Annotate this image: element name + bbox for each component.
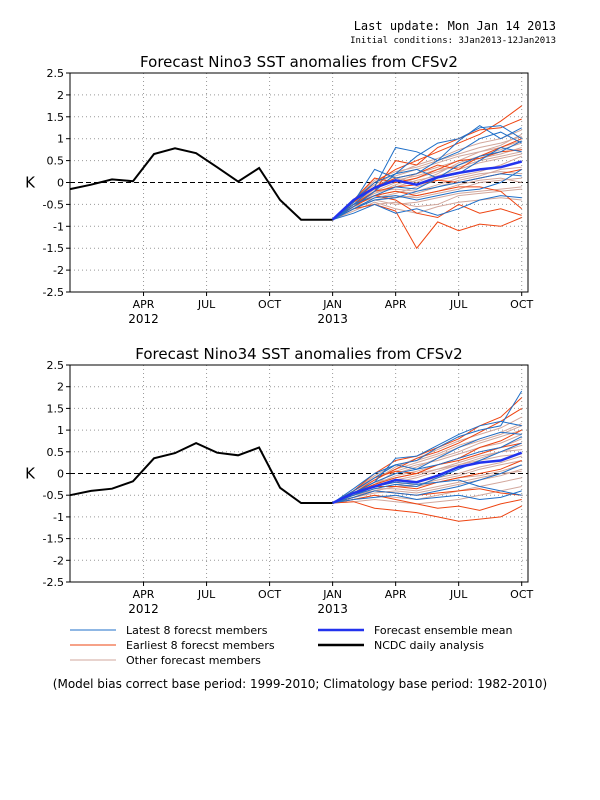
x-tick-label: APR	[133, 588, 155, 601]
y-tick-label: -2.5	[43, 576, 64, 589]
y-tick-label: 1	[57, 133, 64, 146]
x-tick-label: OCT	[510, 588, 533, 601]
y-tick-label: -2	[53, 264, 64, 277]
x-tick-label: OCT	[510, 298, 533, 311]
ensemble-mean-line	[331, 160, 523, 221]
legend-label: Earliest 8 forecst members	[126, 639, 275, 652]
y-tick-label: -0.5	[43, 198, 64, 211]
x-year-label: 2012	[128, 312, 159, 326]
latest-member-line	[332, 464, 522, 504]
last-update-text: Last update: Mon Jan 14 2013	[353, 19, 556, 33]
legend-label: Other forecast members	[126, 654, 261, 667]
legend-label: NCDC daily analysis	[374, 639, 484, 652]
earliest-member-line	[332, 195, 522, 221]
other-member-line	[332, 136, 522, 221]
chart-title: Forecast Nino34 SST anomalies from CFSv2	[135, 345, 462, 363]
y-tick-label: 2.5	[47, 67, 65, 80]
x-tick-label: JUL	[449, 298, 468, 311]
y-tick-label: -1	[53, 220, 64, 233]
earliest-member-line	[332, 494, 522, 511]
y-tick-label: -2	[53, 554, 64, 567]
y-tick-label: 0	[57, 177, 64, 190]
y-tick-label: -1.5	[43, 242, 64, 255]
y-tick-label: 0.5	[47, 446, 65, 459]
x-year-label: 2012	[128, 602, 159, 616]
ensemble-mean-line	[332, 451, 523, 505]
chart-panel-1: Forecast Nino3 SST anomalies from CFSv2 2…	[25, 53, 533, 326]
x-tick-label: OCT	[258, 298, 281, 311]
y-tick-label: 2	[57, 381, 64, 394]
other-member-line	[332, 486, 522, 505]
x-tick-label: OCT	[258, 588, 281, 601]
latest-member-line	[332, 436, 522, 504]
initial-condition-text: Initial conditions: 3Jan2013-12Jan2013	[350, 36, 556, 46]
observed-line	[69, 441, 333, 504]
y-tick-label: -1.5	[43, 533, 64, 546]
y-tick-label: 1.5	[47, 402, 65, 415]
y-tick-label: 0	[57, 468, 64, 481]
y-tick-label: 2.5	[47, 359, 65, 372]
latest-member-line	[332, 490, 522, 504]
legend-label: Latest 8 forecst members	[126, 624, 268, 637]
latest-member-line	[332, 195, 522, 221]
legend-label: Forecast ensemble mean	[374, 624, 513, 637]
x-tick-label: APR	[385, 588, 407, 601]
latest-member-line	[332, 168, 522, 221]
x-tick-label: JAN	[322, 588, 342, 601]
x-tick-label: JAN	[322, 298, 342, 311]
x-year-label: 2013	[317, 312, 348, 326]
legend: Latest 8 forecst members Earliest 8 forec…	[70, 624, 513, 667]
other-member-line	[332, 151, 522, 221]
y-tick-label: 2	[57, 89, 64, 102]
other-member-line	[332, 468, 522, 504]
y-tick-label: -0.5	[43, 489, 64, 502]
latest-member-line	[332, 146, 522, 221]
latest-member-line	[332, 131, 522, 221]
x-tick-label: JUL	[197, 298, 216, 311]
y-axis-label: K	[25, 174, 36, 192]
observed-line	[69, 147, 333, 221]
x-tick-label: APR	[133, 298, 155, 311]
x-year-label: 2013	[317, 602, 348, 616]
latest-member-line	[332, 140, 522, 221]
chart-panel-2: Forecast Nino34 SST anomalies from CFSv2…	[25, 345, 533, 616]
earliest-member-line	[332, 203, 522, 250]
x-tick-label: JUL	[197, 588, 216, 601]
footnote: (Model bias correct base period: 1999-20…	[52, 677, 548, 691]
y-tick-label: -1	[53, 511, 64, 524]
chart-title: Forecast Nino3 SST anomalies from CFSv2	[140, 53, 458, 71]
latest-member-line	[332, 442, 522, 504]
x-tick-label: APR	[385, 298, 407, 311]
latest-member-line	[332, 173, 522, 221]
latest-member-line	[332, 431, 522, 504]
earliest-member-line	[332, 397, 523, 504]
y-tick-label: -2.5	[43, 286, 64, 299]
y-tick-label: 1	[57, 424, 64, 437]
latest-member-line	[332, 125, 522, 221]
latest-member-line	[332, 390, 523, 504]
y-axis-label: K	[25, 465, 36, 483]
earliest-member-line	[332, 407, 522, 504]
y-tick-label: 1.5	[47, 111, 65, 124]
earliest-member-line	[332, 501, 522, 522]
latest-member-line	[332, 124, 522, 221]
x-tick-label: JUL	[449, 588, 468, 601]
y-tick-label: 0.5	[47, 155, 65, 168]
